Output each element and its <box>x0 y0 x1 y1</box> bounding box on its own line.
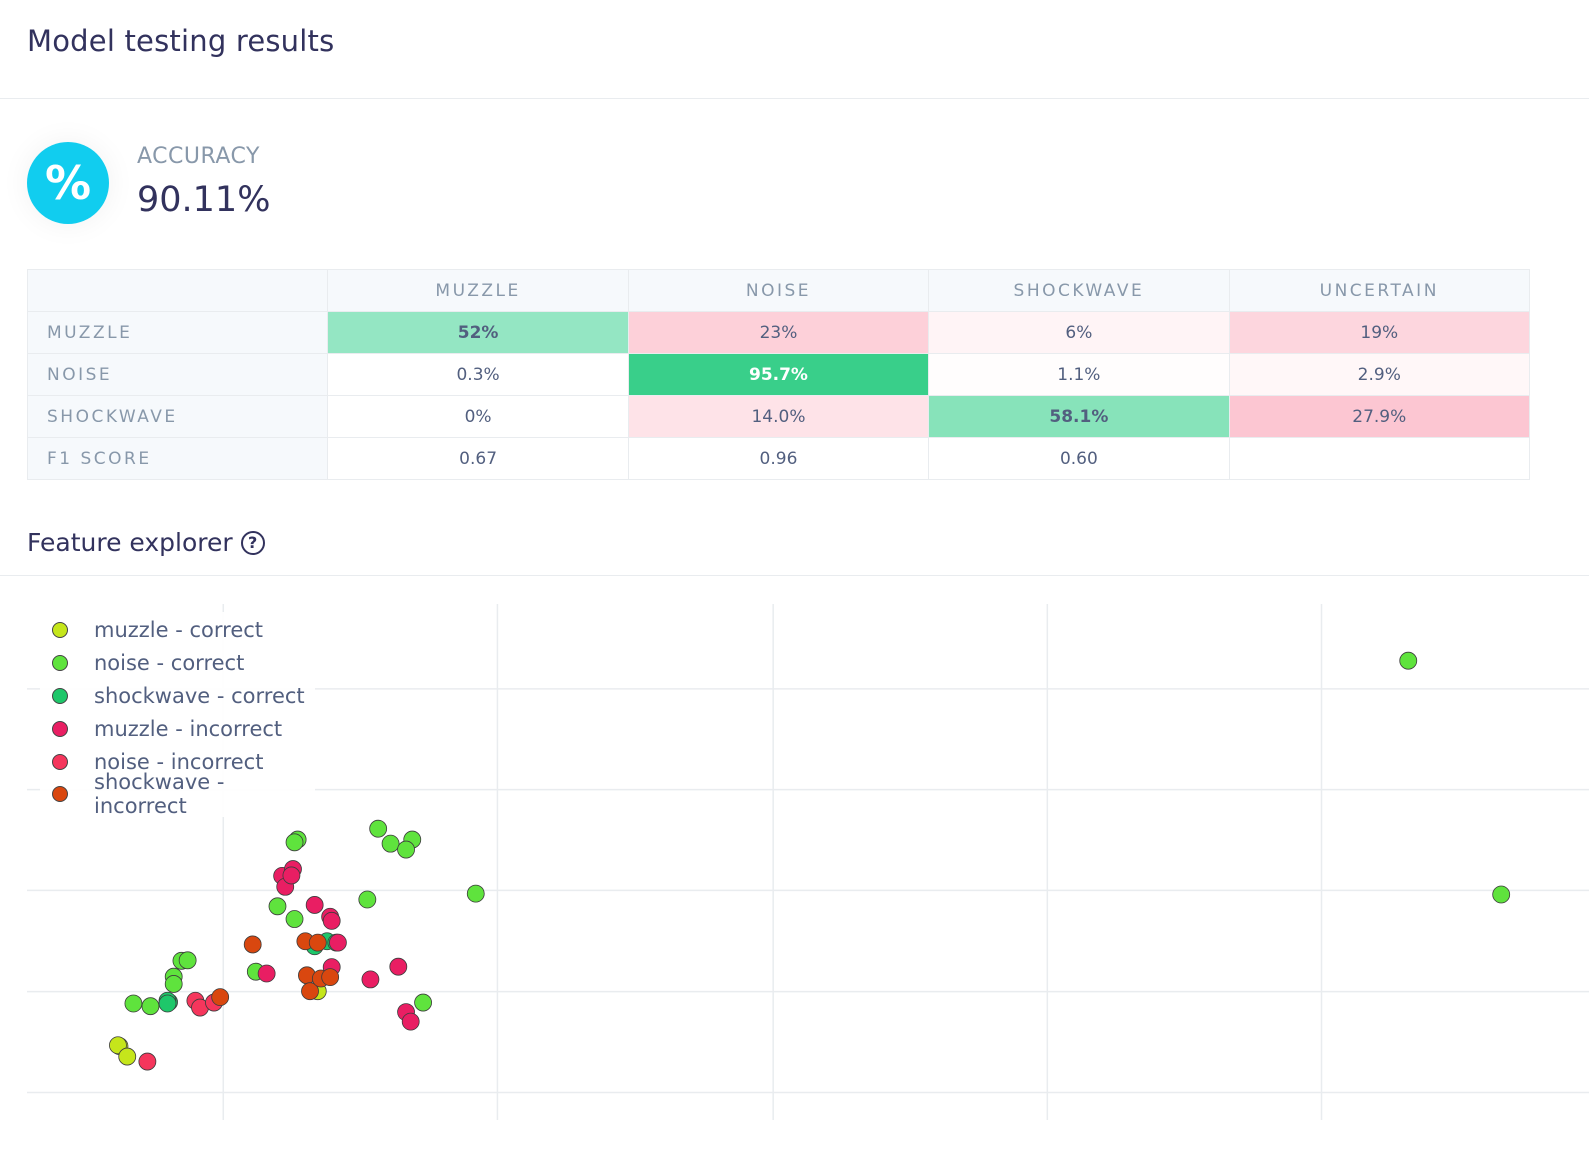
data-point[interactable] <box>328 933 347 952</box>
data-point[interactable] <box>211 988 230 1007</box>
data-point[interactable] <box>401 1012 420 1031</box>
title-bar: Model testing results <box>0 0 1589 99</box>
data-point[interactable] <box>282 866 301 885</box>
matrix-cell: 1.1% <box>928 353 1230 396</box>
column-header-muzzle: MUZZLE <box>327 269 629 312</box>
legend-marker <box>52 687 68 704</box>
chart-legend: muzzle - correct noise - correct shockwave… <box>40 612 315 818</box>
matrix-cell: 19% <box>1228 311 1531 354</box>
help-icon[interactable]: ? <box>240 530 265 555</box>
data-point[interactable] <box>124 994 143 1013</box>
data-point[interactable] <box>308 933 327 952</box>
matrix-cell: 95.7% <box>627 353 930 396</box>
row-header: MUZZLE <box>26 311 329 354</box>
data-point[interactable] <box>321 968 340 987</box>
data-point[interactable] <box>257 964 276 983</box>
matrix-cell: 14.0% <box>627 395 930 438</box>
matrix-cell: 0.67 <box>327 437 629 480</box>
matrix-cell: 0.96 <box>627 437 930 480</box>
data-point[interactable] <box>369 819 388 838</box>
legend-item[interactable]: noise - correct <box>40 647 315 680</box>
page-title: Model testing results <box>27 24 335 58</box>
legend-marker <box>52 655 68 672</box>
data-point[interactable] <box>414 993 432 1012</box>
matrix-cell: 0.60 <box>928 437 1230 480</box>
data-point[interactable] <box>164 975 183 993</box>
legend-marker <box>52 753 68 770</box>
column-header-shockwave: SHOCKWAVE <box>928 269 1230 312</box>
legend-marker <box>52 622 68 639</box>
legend-label: muzzle - incorrect <box>94 716 283 741</box>
data-point[interactable] <box>322 911 341 930</box>
legend-item[interactable]: muzzle - incorrect <box>40 712 315 745</box>
data-point[interactable] <box>243 935 262 954</box>
column-header-uncertain: UNCERTAIN <box>1228 269 1531 312</box>
legend-label: shockwave - incorrect <box>94 770 225 819</box>
data-point[interactable] <box>118 1047 137 1066</box>
accuracy-value: 90.11% <box>137 180 271 220</box>
feature-explorer-label: Feature explorer <box>27 528 233 557</box>
row-header: NOISE <box>26 353 329 396</box>
data-point[interactable] <box>158 994 177 1013</box>
data-point[interactable] <box>1492 885 1511 904</box>
matrix-cell: 6% <box>928 311 1230 354</box>
confusion-matrix-row: NOISE 0.3% 95.7% 1.1% 2.9% <box>26 353 1531 396</box>
data-point[interactable] <box>141 997 160 1016</box>
data-point[interactable] <box>358 890 377 909</box>
data-point[interactable] <box>178 951 197 970</box>
percent-icon: % <box>27 142 109 224</box>
accuracy-summary: % ACCURACY 90.11% <box>0 100 400 260</box>
data-point[interactable] <box>285 910 304 928</box>
data-point[interactable] <box>361 970 380 989</box>
data-point[interactable] <box>381 834 400 853</box>
matrix-cell: 2.9% <box>1228 353 1531 396</box>
legend-label: muzzle - correct <box>94 618 264 643</box>
matrix-cell: 58.1% <box>928 395 1230 438</box>
data-point[interactable] <box>301 982 319 1001</box>
matrix-cell: 0.3% <box>327 353 629 396</box>
confusion-matrix-row: F1 SCORE 0.67 0.96 0.60 <box>26 437 1531 480</box>
row-header: SHOCKWAVE <box>26 395 329 438</box>
data-point[interactable] <box>1399 651 1418 670</box>
data-point[interactable] <box>268 897 287 916</box>
legend-item[interactable]: shockwave - incorrect <box>40 770 315 818</box>
confusion-matrix-row: SHOCKWAVE 0% 14.0% 58.1% 27.9% <box>26 395 1531 438</box>
legend-label: noise - incorrect <box>94 749 264 774</box>
legend-item[interactable]: shockwave - correct <box>40 680 315 713</box>
accuracy-label: ACCURACY <box>137 144 260 169</box>
confusion-matrix-corner <box>26 269 329 312</box>
confusion-matrix: MUZZLE NOISE SHOCKWAVE UNCERTAIN MUZZLE 5… <box>26 269 1531 480</box>
matrix-cell: 52% <box>327 311 629 354</box>
data-point[interactable] <box>305 896 324 914</box>
legend-item[interactable]: noise - incorrect <box>40 745 315 778</box>
legend-label: shockwave - correct <box>94 683 305 708</box>
row-header: F1 SCORE <box>26 437 329 480</box>
data-point[interactable] <box>397 840 415 859</box>
legend-marker <box>52 786 68 803</box>
matrix-cell: 23% <box>627 311 930 354</box>
confusion-matrix-row: MUZZLE 52% 23% 6% 19% <box>26 311 1531 354</box>
matrix-cell: 27.9% <box>1228 395 1531 438</box>
data-point[interactable] <box>285 833 304 852</box>
data-point[interactable] <box>466 884 485 903</box>
data-point[interactable] <box>138 1052 157 1071</box>
matrix-cell <box>1228 437 1531 480</box>
legend-item[interactable]: muzzle - correct <box>40 614 315 647</box>
feature-explorer-title: Feature explorer ? <box>27 528 265 557</box>
confusion-matrix-header-row: MUZZLE NOISE SHOCKWAVE UNCERTAIN <box>26 269 1531 312</box>
legend-label: noise - correct <box>94 651 245 676</box>
feature-explorer-bar: Feature explorer ? <box>0 520 1589 576</box>
column-header-noise: NOISE <box>627 269 930 312</box>
legend-marker <box>52 720 68 737</box>
data-point[interactable] <box>389 957 408 976</box>
matrix-cell: 0% <box>327 395 629 438</box>
feature-explorer-chart[interactable] <box>0 590 1589 1150</box>
